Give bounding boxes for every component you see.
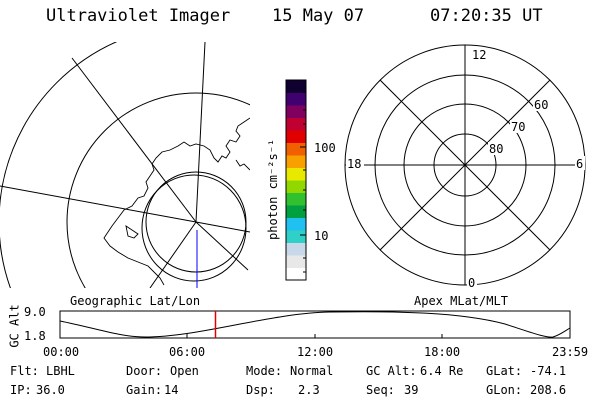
- mlat-label-80: 80: [489, 142, 503, 156]
- mlt-label-18: 18: [347, 157, 361, 171]
- seq-label: Seq:: [366, 383, 395, 397]
- colorbar-segment: [286, 255, 306, 268]
- colorbar-segment: [286, 217, 306, 231]
- mlt-label-0: 0: [468, 276, 475, 290]
- coastline: [125, 225, 139, 239]
- altitude-plot: [59, 310, 571, 339]
- glat-label: GLat:: [486, 364, 523, 378]
- mlt-label-6: 6: [576, 157, 583, 171]
- imager-fov-ellipse: [141, 174, 247, 282]
- apex-map-title: Apex MLat/MLT: [414, 294, 508, 308]
- apex-polar-grid: [344, 44, 586, 286]
- colorbar-segment: [286, 92, 306, 106]
- gain-label: Gain:: [126, 383, 163, 397]
- meridian-line: [71, 57, 197, 223]
- meridian-line: [195, 221, 249, 271]
- apex-labels: 12 18 6 0 60 70 80: [346, 48, 585, 290]
- colorbar-tick-label-10: 10: [314, 229, 328, 243]
- altitude-x-tick-label: 23:59: [552, 345, 589, 359]
- glon-value: 208.6: [530, 383, 567, 397]
- glon-label: GLon:: [486, 383, 523, 397]
- instrument-title: Ultraviolet Imager: [46, 6, 231, 26]
- mode-label: Mode:: [246, 364, 283, 378]
- colorbar-segment: [286, 155, 306, 168]
- altitude-x-tick-label: 18:00: [424, 345, 461, 359]
- colorbar-segment: [286, 267, 306, 281]
- mlt-label-12: 12: [472, 48, 486, 62]
- meridian-line: [195, 42, 206, 223]
- colorbar-tick-label-100: 100: [314, 141, 336, 155]
- filter-value: LBHL: [46, 364, 75, 378]
- colorbar-segment: [286, 205, 306, 218]
- door-label: Door:: [126, 364, 163, 378]
- altitude-x-tick-label: 06:00: [169, 345, 206, 359]
- coastline: [103, 117, 250, 286]
- meridian-line: [149, 221, 197, 288]
- colorbar-segment: [286, 242, 306, 256]
- ip-label: IP:: [10, 383, 32, 397]
- meridian-line: [0, 185, 197, 223]
- coastline: [235, 159, 250, 171]
- altitude-x-tick-label: 00:00: [43, 345, 80, 359]
- colorbar-segment: [286, 192, 306, 206]
- altitude-y-axis-label: GC Alt: [7, 304, 22, 348]
- gain-value: 14: [164, 383, 179, 397]
- altitude-value: 6.4 Re: [420, 364, 464, 378]
- latitude-circle-mid: [66, 92, 250, 288]
- mlat-label-70: 70: [511, 120, 525, 134]
- filter-label: Flt:: [10, 364, 39, 378]
- colorbar-segment: [286, 142, 306, 156]
- altitude-y-tick-min: 1.8: [24, 329, 46, 343]
- geographic-map: [0, 42, 250, 288]
- altitude-plot-frame: [59, 310, 571, 339]
- mode-value: Normal: [290, 364, 334, 378]
- altitude-label: GC Alt:: [366, 364, 417, 378]
- colorbar-segment: [286, 230, 306, 243]
- colorbar-segment: [286, 105, 306, 118]
- colorbar: 100 10 photon cm⁻²s⁻¹: [266, 79, 336, 281]
- mlt-diagonal: [379, 79, 551, 251]
- colorbar-unit-label: photon cm⁻²s⁻¹: [266, 139, 280, 240]
- seq-value: 39: [404, 383, 419, 397]
- colorbar-segment: [286, 180, 306, 193]
- door-value: Open: [170, 364, 199, 378]
- mlat-label-60: 60: [534, 98, 548, 112]
- altitude-curve: [59, 311, 571, 338]
- altitude-y-tick-max: 9.0: [24, 305, 46, 319]
- meridian-line: [195, 221, 250, 233]
- glat-value: -74.1: [530, 364, 567, 378]
- dsp-label: Dsp:: [246, 383, 275, 397]
- observation-time: 07:20:35 UT: [430, 6, 543, 26]
- colorbar-frame: [285, 79, 307, 281]
- altitude-x-tick-label: 12:00: [297, 345, 334, 359]
- observation-date: 15 May 07: [272, 6, 365, 26]
- colorbar-segment: [286, 167, 306, 181]
- colorbar-segment: [286, 130, 306, 143]
- colorbar-segment: [286, 117, 306, 131]
- geographic-map-title: Geographic Lat/Lon: [70, 294, 201, 308]
- dsp-value: 2.3: [298, 383, 320, 397]
- colorbar-segment: [286, 80, 306, 93]
- ip-value: 36.0: [36, 383, 65, 397]
